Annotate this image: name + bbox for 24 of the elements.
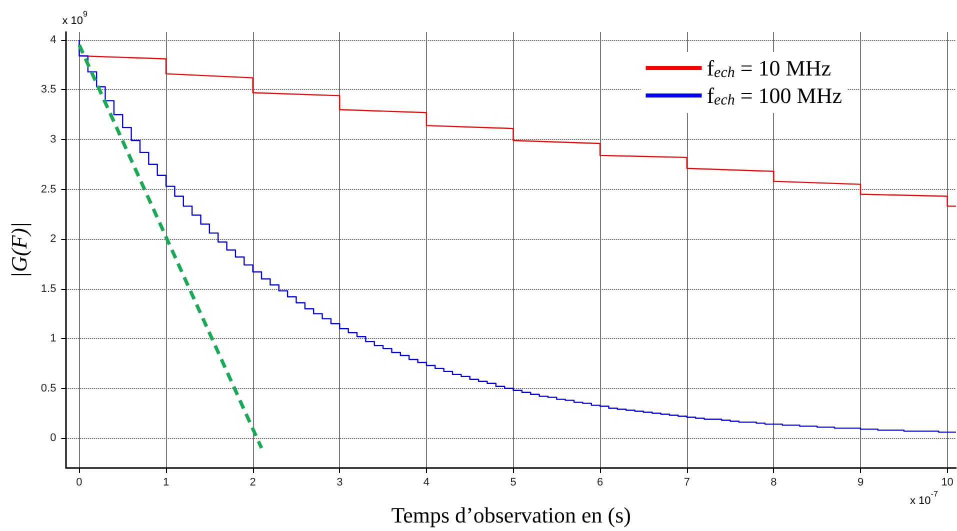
legend-label: fech = 10 MHz xyxy=(706,56,832,81)
y-axis-title: |G(F)| xyxy=(6,222,32,278)
x-tick-label: 5 xyxy=(510,476,516,488)
x-tick-label: 3 xyxy=(336,476,343,488)
x-tick-label: 6 xyxy=(597,476,604,488)
y-tick-label: 0 xyxy=(50,432,56,444)
y-tick-label: 2 xyxy=(50,233,56,246)
x-tick-label: 8 xyxy=(770,476,777,488)
x-tick-label: 0 xyxy=(76,476,82,488)
y-tick-label: 1 xyxy=(50,332,56,345)
x-tick-label: 7 xyxy=(684,476,690,488)
y-tick-label: 3 xyxy=(50,134,56,146)
x-tick-label: 2 xyxy=(250,476,256,488)
x-tick-label: 10 xyxy=(941,476,954,488)
x-tick-label: 4 xyxy=(423,476,430,488)
y-tick-label: 1.5 xyxy=(40,282,56,295)
y-tick-label: 4 xyxy=(50,34,56,46)
x-tick-label: 9 xyxy=(857,476,864,488)
y-tick-label: 0.5 xyxy=(40,382,56,394)
y-tick-label: 2.5 xyxy=(40,183,56,196)
y-tick-label: 3.5 xyxy=(40,84,56,96)
legend-label: fech = 100 MHz xyxy=(706,83,842,108)
x-axis-title: Temps d’observation en (s) xyxy=(391,502,631,528)
x-tick-label: 1 xyxy=(162,476,170,488)
